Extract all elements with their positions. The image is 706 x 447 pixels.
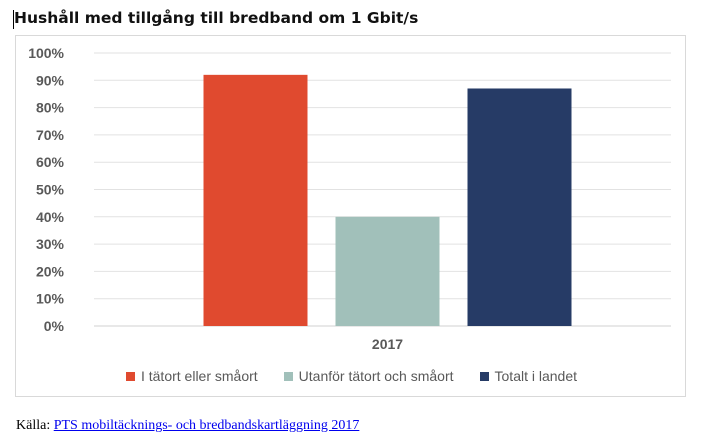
y-tick-label: 70% bbox=[36, 127, 65, 143]
bar-chart: 0% 10% 20% 30% 40% 50% 60% 70% 80% 90% 100% 2017 bbox=[28, 45, 671, 352]
legend-item-tatort: I tätort eller småort bbox=[125, 368, 258, 384]
legend-item-totalt: Totalt i landet bbox=[479, 368, 578, 384]
y-tick-label: 40% bbox=[36, 209, 65, 225]
legend-label: Utanför tätort och småort bbox=[298, 368, 454, 384]
y-tick-label: 80% bbox=[36, 100, 65, 116]
bar bbox=[467, 88, 572, 326]
legend-item-utanfor: Utanför tätort och småort bbox=[283, 368, 454, 384]
y-tick-label: 90% bbox=[36, 72, 65, 88]
source-link[interactable]: PTS mobiltäcknings- och bredbandskartläg… bbox=[53, 418, 360, 433]
y-tick-label: 30% bbox=[36, 236, 65, 252]
legend-swatch bbox=[479, 371, 489, 381]
source-note: Källa: PTS mobiltäcknings- och bredbands… bbox=[16, 418, 359, 434]
y-tick-label: 20% bbox=[36, 263, 65, 279]
y-tick-label: 10% bbox=[36, 291, 65, 307]
y-tick-label: 60% bbox=[36, 154, 65, 170]
y-tick-label: 50% bbox=[36, 182, 65, 198]
chart-area: 0% 10% 20% 30% 40% 50% 60% 70% 80% 90% 100% 2017 I … bbox=[15, 35, 686, 397]
legend-label: Totalt i landet bbox=[494, 368, 578, 384]
y-tick-label: 100% bbox=[28, 45, 64, 61]
y-tick-label: 0% bbox=[44, 318, 65, 334]
x-category-label: 2017 bbox=[372, 336, 403, 352]
text-caret bbox=[13, 10, 14, 29]
bar bbox=[335, 216, 440, 326]
chart-legend: I tätort eller småort Utanför tätort och… bbox=[16, 366, 687, 386]
bar bbox=[203, 74, 308, 326]
chart-title: Hushåll med tillgång till bredband om 1 … bbox=[14, 9, 419, 27]
legend-swatch bbox=[125, 371, 135, 381]
legend-label: I tätort eller småort bbox=[140, 368, 258, 384]
legend-swatch bbox=[283, 371, 293, 381]
source-prefix: Källa: bbox=[16, 418, 51, 433]
